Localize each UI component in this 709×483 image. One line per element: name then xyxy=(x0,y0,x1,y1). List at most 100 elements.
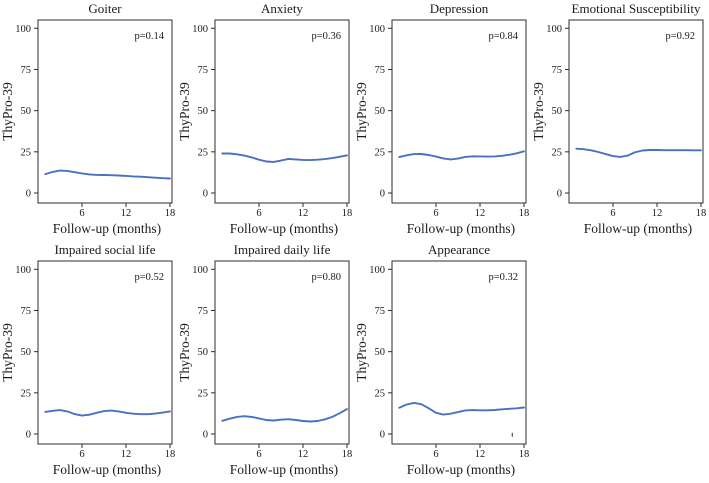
data-line xyxy=(398,150,525,161)
panel-title: Impaired daily life xyxy=(234,242,331,257)
plot-area-border xyxy=(391,260,527,445)
x-tick-label: 6 xyxy=(79,208,84,219)
data-line xyxy=(398,401,525,416)
y-tick-label: 25 xyxy=(21,147,32,158)
x-tick-label: 6 xyxy=(433,208,438,219)
y-tick-label: 100 xyxy=(192,265,208,276)
y-tick-label: 75 xyxy=(198,306,209,317)
x-tick-label: 18 xyxy=(519,449,530,460)
x-tick-label: 12 xyxy=(475,208,486,219)
y-tick-label: 25 xyxy=(21,388,32,399)
p-value-label: p=0.36 xyxy=(311,31,341,42)
p-value-label: p=0.84 xyxy=(488,31,518,42)
data-line xyxy=(44,409,171,417)
y-tick-label: 100 xyxy=(369,24,385,35)
plot-area-border xyxy=(37,260,173,445)
chart-canvas: 0 25 50 75 100 6 12 18 Emotional Susceptibility p… xyxy=(531,1,707,236)
y-tick-label: 0 xyxy=(203,430,208,441)
x-axis-label: Follow-up (months) xyxy=(230,462,338,477)
y-tick-label: 100 xyxy=(15,265,31,276)
data-line xyxy=(575,147,702,158)
x-axis-label: Follow-up (months) xyxy=(407,462,515,477)
chart-canvas: 0 25 50 75 100 6 12 18 Anxiety p=0.36 ThyPro-39 Fol… xyxy=(177,1,353,236)
panel-title: Depression xyxy=(430,1,489,16)
x-axis-label: Follow-up (months) xyxy=(53,462,161,477)
y-axis-label: ThyPro-39 xyxy=(177,323,192,382)
plot-area-border xyxy=(214,19,350,204)
y-axis-label: ThyPro-39 xyxy=(0,82,15,141)
y-tick-label: 0 xyxy=(380,189,385,200)
chart-panel-impaired-daily-life: 0 25 50 75 100 6 12 18 Impaired daily life p=0.80… xyxy=(177,241,354,482)
y-tick-label: 25 xyxy=(198,388,209,399)
p-value-label: p=0.14 xyxy=(134,31,164,42)
panel-title: Anxiety xyxy=(261,1,303,16)
x-tick-label: 6 xyxy=(256,449,261,460)
data-line xyxy=(44,169,171,180)
x-tick-label: 18 xyxy=(342,449,353,460)
panel-title: Appearance xyxy=(428,242,490,257)
y-tick-label: 100 xyxy=(15,24,31,35)
y-tick-label: 100 xyxy=(546,24,562,35)
y-tick-label: 50 xyxy=(21,347,32,358)
chart-canvas: 0 25 50 75 100 6 12 18 Goiter p=0.14 ThyPro-39 Foll… xyxy=(0,1,176,236)
x-tick-label: 12 xyxy=(298,449,309,460)
y-tick-label: 50 xyxy=(198,347,209,358)
chart-canvas: 0 25 50 75 100 6 12 18 Impaired daily life p=0.80… xyxy=(177,242,353,477)
x-tick-label: 12 xyxy=(652,208,663,219)
plot-area-border xyxy=(568,19,704,204)
y-tick-label: 75 xyxy=(375,306,386,317)
data-line xyxy=(221,408,348,423)
x-axis-label: Follow-up (months) xyxy=(584,221,692,236)
panel-title: Impaired social life xyxy=(54,242,155,257)
x-tick-label: 12 xyxy=(121,208,132,219)
data-line xyxy=(221,152,348,163)
y-axis-label: ThyPro-39 xyxy=(177,82,192,141)
plot-area-border xyxy=(37,19,173,204)
y-axis-label: ThyPro-39 xyxy=(0,323,15,382)
y-tick-label: 75 xyxy=(552,65,563,76)
chart-panel-anxiety: 0 25 50 75 100 6 12 18 Anxiety p=0.36 ThyPro-39 Fol… xyxy=(177,0,354,241)
y-tick-label: 50 xyxy=(21,106,32,117)
y-tick-label: 50 xyxy=(552,106,563,117)
y-tick-label: 50 xyxy=(198,106,209,117)
y-tick-label: 75 xyxy=(375,65,386,76)
y-tick-label: 75 xyxy=(21,65,32,76)
chart-panel-emotional-susceptibility: 0 25 50 75 100 6 12 18 Emotional Susceptibility p… xyxy=(531,0,708,241)
panel-title: Emotional Susceptibility xyxy=(572,1,701,16)
y-axis-label: ThyPro-39 xyxy=(354,323,369,382)
y-tick-label: 0 xyxy=(380,430,385,441)
x-tick-label: 12 xyxy=(121,449,132,460)
chart-panel-impaired-social-life: 0 25 50 75 100 6 12 18 Impaired social life p=0.5… xyxy=(0,241,177,482)
chart-panel-depression: 0 25 50 75 100 6 12 18 Depression p=0.84 ThyPro-39… xyxy=(354,0,531,241)
chart-canvas: 0 25 50 75 100 6 12 18 Depression p=0.84 ThyPro-39… xyxy=(354,1,529,236)
x-tick-label: 18 xyxy=(165,208,176,219)
y-tick-label: 100 xyxy=(192,24,208,35)
y-tick-label: 100 xyxy=(369,265,385,276)
y-tick-label: 50 xyxy=(375,106,386,117)
x-tick-label: 6 xyxy=(79,449,84,460)
y-tick-label: 0 xyxy=(557,189,562,200)
y-tick-label: 75 xyxy=(198,65,209,76)
panel-title: Goiter xyxy=(88,1,122,16)
x-tick-label: 18 xyxy=(165,449,176,460)
y-tick-label: 25 xyxy=(375,388,386,399)
chart-panel-appearance: 0 25 50 75 100 6 12 18 Appearance p=0.32 ThyPro-39… xyxy=(354,241,531,482)
x-tick-label: 18 xyxy=(342,208,353,219)
y-axis-label: ThyPro-39 xyxy=(354,82,369,141)
y-tick-label: 50 xyxy=(375,347,386,358)
y-axis-label: ThyPro-39 xyxy=(531,82,546,141)
y-tick-label: 0 xyxy=(26,189,31,200)
x-axis-label: Follow-up (months) xyxy=(407,221,515,236)
x-tick-label: 6 xyxy=(433,449,438,460)
x-tick-label: 18 xyxy=(696,208,707,219)
x-tick-label: 12 xyxy=(298,208,309,219)
y-tick-label: 75 xyxy=(21,306,32,317)
chart-panel-goiter: 0 25 50 75 100 6 12 18 Goiter p=0.14 ThyPro-39 Foll… xyxy=(0,0,177,241)
x-axis-label: Follow-up (months) xyxy=(230,221,338,236)
y-tick-label: 25 xyxy=(375,147,386,158)
x-tick-label: 6 xyxy=(610,208,615,219)
x-tick-label: 12 xyxy=(475,449,486,460)
p-value-label: p=0.52 xyxy=(134,272,164,283)
